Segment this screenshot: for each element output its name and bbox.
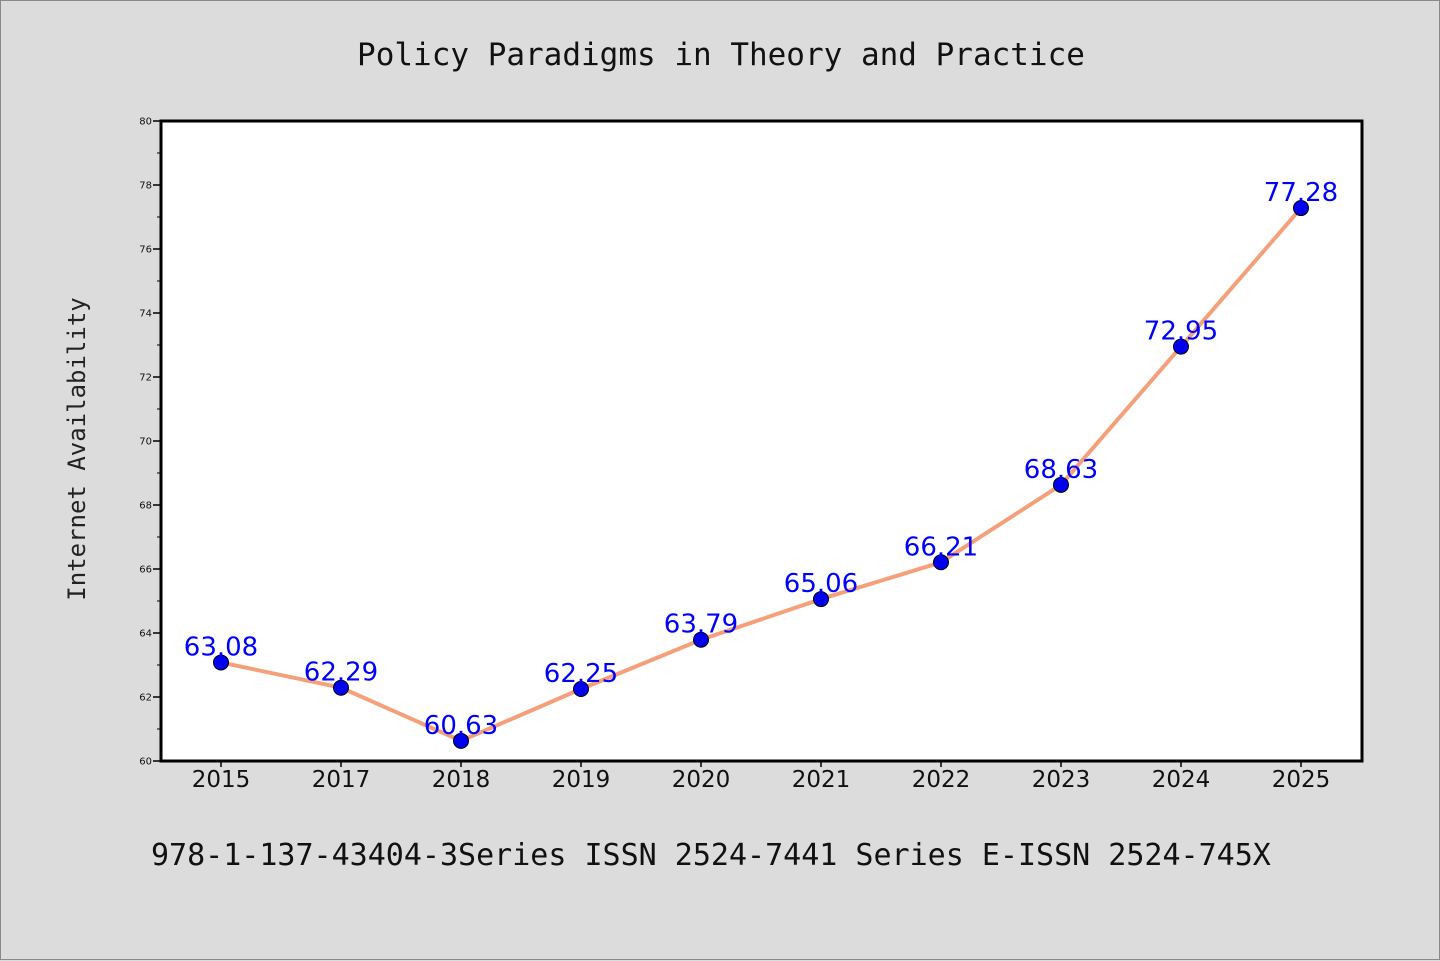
y-tick-label: 80 [139, 117, 152, 128]
data-label: 72.95 [1144, 317, 1218, 347]
plot-area [159, 119, 1364, 763]
data-label: 63.79 [664, 610, 738, 640]
data-point [813, 591, 829, 608]
x-tick-label: 2025 [1272, 767, 1331, 793]
data-label: 63.08 [184, 632, 258, 662]
y-tick-label: 66 [139, 565, 152, 576]
data-label: 62.29 [304, 658, 378, 688]
data-point [1173, 338, 1189, 355]
chart-title: Policy Paradigms in Theory and Practice [357, 37, 1085, 73]
data-point [573, 681, 589, 697]
y-axis: 60 62 64 66 68 70 72 74 76 78 80 [139, 117, 161, 768]
y-tick-label: 72 [139, 373, 152, 384]
data-point [213, 654, 229, 671]
data-label: 60.63 [424, 711, 498, 741]
x-axis: 2015 2017 2018 2019 2020 2021 2022 2023 2024 2025 [192, 761, 1331, 793]
y-tick-label: 76 [139, 245, 152, 256]
y-tick-label: 60 [139, 757, 152, 768]
x-tick-label: 2024 [1152, 767, 1211, 793]
x-tick-label: 2021 [792, 767, 851, 793]
y-tick-label: 62 [139, 693, 152, 704]
y-tick-label: 78 [139, 181, 152, 192]
isbn-issn-footer: 978-1-137-43404-3Series ISSN 2524-7441 S… [151, 838, 1271, 873]
data-label: 68.63 [1024, 455, 1098, 485]
y-axis-label: Internet Availability [63, 297, 91, 600]
y-tick-label: 70 [139, 437, 152, 448]
x-tick-label: 2020 [672, 767, 731, 793]
data-point [333, 679, 349, 696]
x-tick-label: 2018 [432, 767, 491, 793]
data-label: 77.28 [1264, 178, 1338, 208]
data-point [933, 554, 949, 571]
data-point [453, 732, 469, 749]
y-tick-label: 74 [139, 309, 152, 320]
y-tick-label: 68 [139, 501, 152, 512]
x-tick-label: 2023 [1032, 767, 1091, 793]
data-label: 66.21 [904, 532, 978, 562]
data-point [1293, 200, 1309, 217]
y-tick-label: 64 [139, 629, 152, 640]
data-label: 62.25 [544, 659, 618, 689]
x-tick-label: 2022 [912, 767, 971, 793]
series-layer: 63.08 62.29 60.63 62.25 63.79 65.06 66.21 68.63… [184, 178, 1338, 749]
x-tick-label: 2015 [192, 767, 251, 793]
data-point [693, 631, 709, 648]
x-tick-label: 2019 [552, 767, 611, 793]
data-label: 65.06 [784, 569, 858, 599]
x-tick-label: 2017 [312, 767, 371, 793]
series-line [219, 206, 1303, 743]
data-point [1053, 476, 1069, 493]
